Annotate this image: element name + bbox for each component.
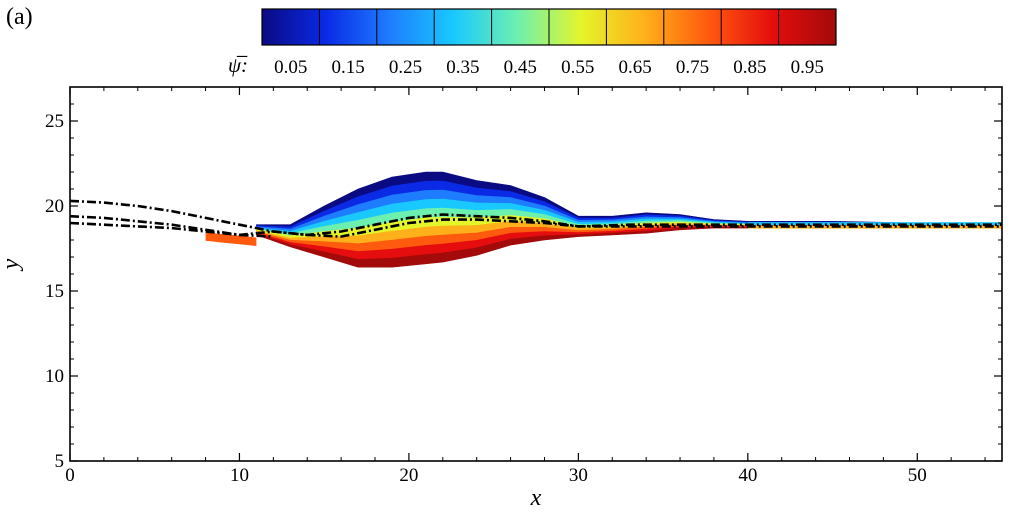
y-tick-label: 10 [45,366,64,387]
colorbar-tick-label: 0.95 [791,57,824,78]
y-tick-label: 15 [45,281,64,302]
colorbar-labels: ψ̅: 0.05 0.15 0.25 0.35 0.45 0.55 0.65 0.75 0.85 0… [228,53,824,78]
panel-label: (a) [6,4,33,30]
colorbar-tick-label: 0.85 [733,57,766,78]
colorbar-tick-label: 0.05 [274,57,307,78]
x-tick-label: 30 [569,465,588,486]
plot-frame [69,86,1003,462]
plot-area [70,171,1002,268]
dash-dot-line [70,214,1002,238]
axes: 0 10 20 30 40 50 5 10 15 20 25 x y [0,86,1003,511]
x-tick-label: 0 [65,465,75,486]
y-tick-label: 25 [45,111,64,132]
x-tick-label: 50 [908,465,927,486]
interface-strip [747,225,1002,229]
field-band [256,226,1002,268]
y-tick-label: 5 [55,451,65,472]
colorbar [261,8,837,46]
dash-dot-line [70,199,1002,237]
interface-strip [747,222,1002,226]
y-axis-label: y [0,258,24,271]
x-tick-label: 40 [738,465,757,486]
colorbar-tick-label: 0.55 [561,57,594,78]
field-group [70,171,1002,268]
colorbar-tick-label: 0.25 [389,57,422,78]
x-tick-label: 10 [230,465,249,486]
x-axis-label: x [530,485,542,511]
field-tail [205,232,257,246]
y-tick-label: 20 [45,196,64,217]
colorbar-tick-label: 0.75 [676,57,709,78]
colorbar-tick-label: 0.35 [446,57,479,78]
colorbar-tick-label: 0.45 [504,57,537,78]
colorbar-tick-label: 0.65 [618,57,651,78]
x-tick-label: 20 [399,465,418,486]
colorbar-tick-label: 0.15 [331,57,364,78]
colorbar-symbol: ψ̅: [228,53,248,77]
colorbar-frame [261,8,837,46]
